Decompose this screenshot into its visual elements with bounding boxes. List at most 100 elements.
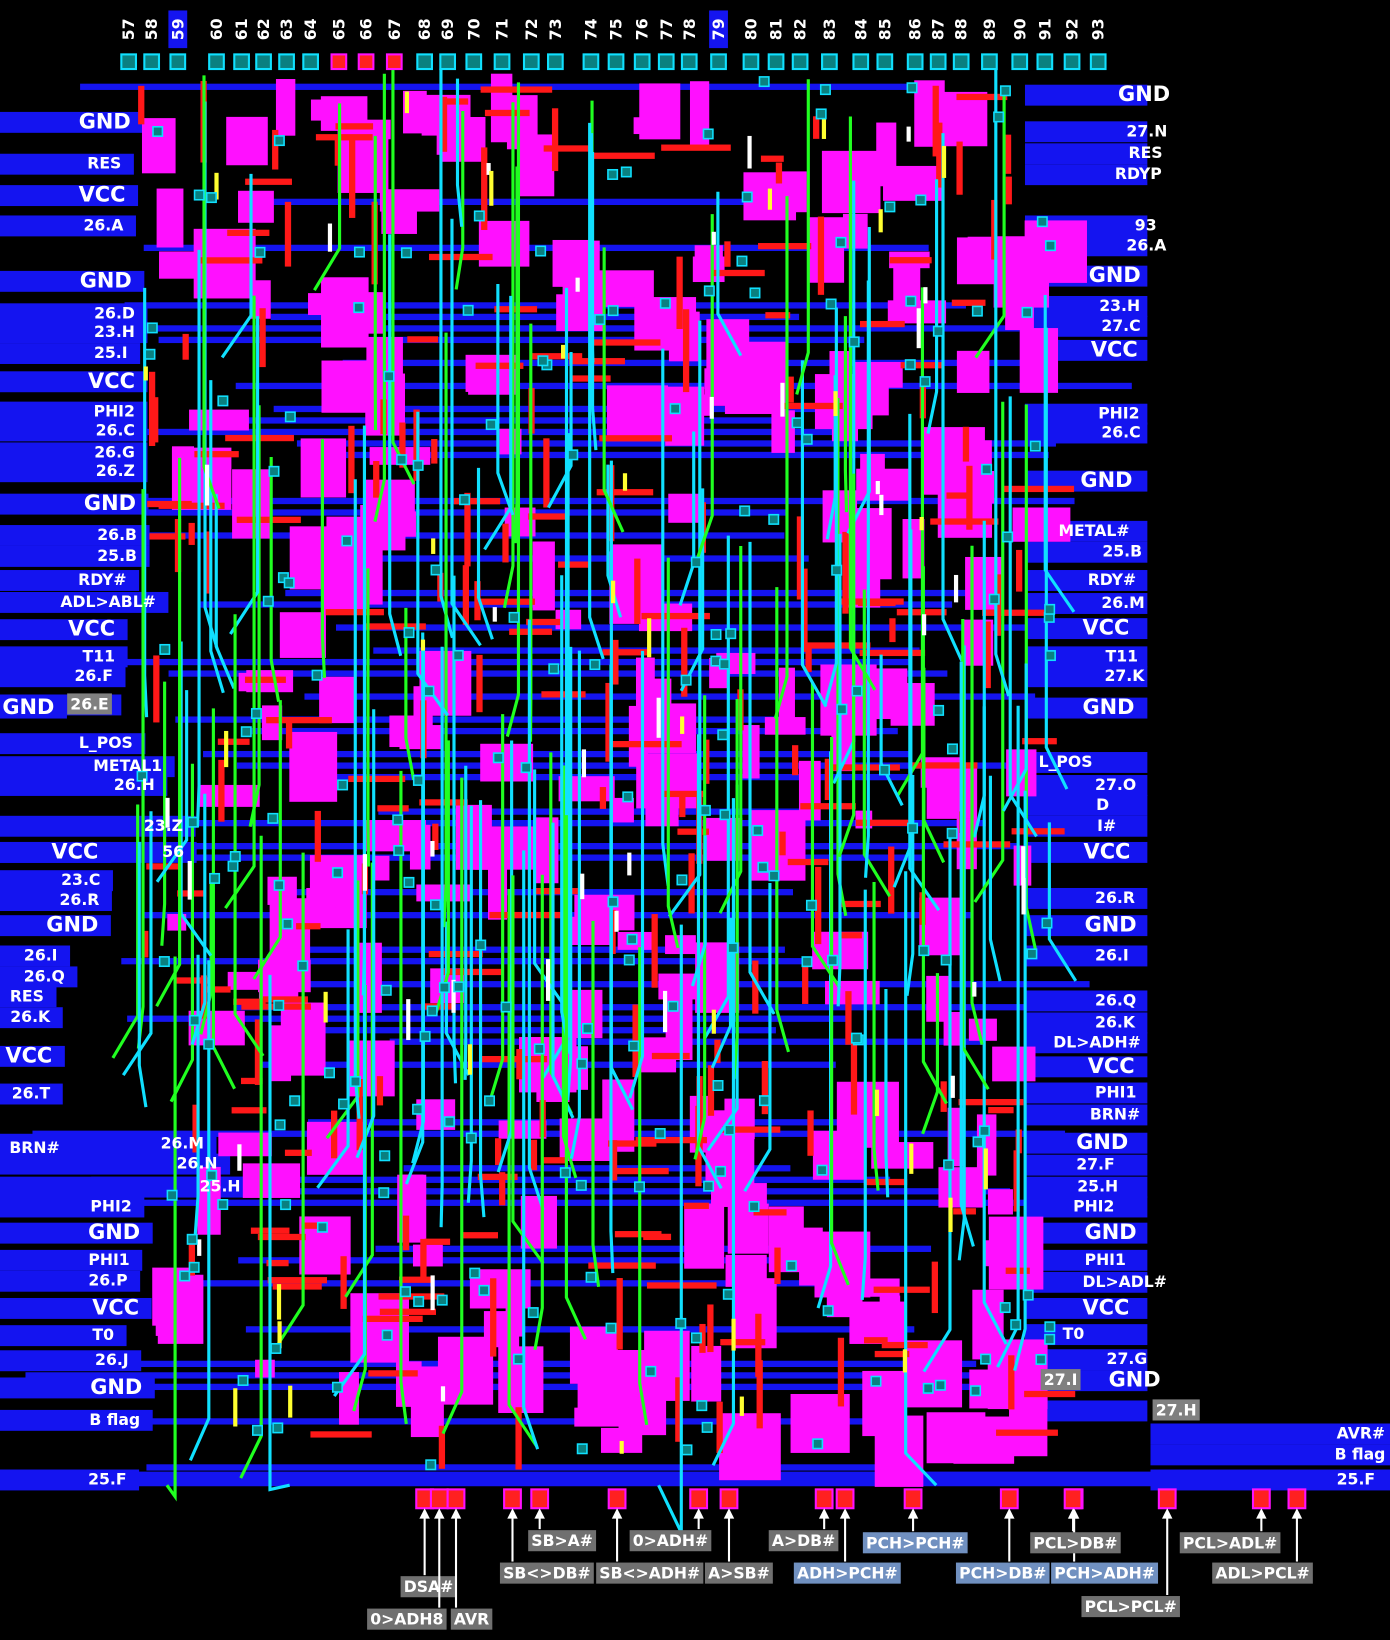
wire xyxy=(982,706,1008,1345)
contact xyxy=(970,1385,982,1397)
wire xyxy=(773,196,789,720)
right-label: GND xyxy=(1085,913,1137,937)
metal-track xyxy=(197,601,953,608)
wire xyxy=(466,805,473,1203)
right-band xyxy=(1024,541,1148,563)
left-band xyxy=(0,545,150,567)
contact xyxy=(1035,1353,1047,1365)
contact xyxy=(791,417,803,429)
left-label: 26.E xyxy=(70,694,108,713)
right-label: T11 xyxy=(1106,646,1138,665)
contact xyxy=(626,933,638,945)
contact xyxy=(607,168,619,180)
poly xyxy=(842,531,849,614)
poly xyxy=(1008,1355,1015,1410)
pin-pad xyxy=(710,53,727,71)
poly xyxy=(499,1172,506,1206)
left-label: 26.G xyxy=(94,442,135,461)
diffusion xyxy=(1009,1390,1048,1457)
poly xyxy=(982,609,1052,616)
contact xyxy=(739,505,751,517)
right-band xyxy=(1024,945,1148,967)
contact xyxy=(252,1424,263,1436)
contact xyxy=(484,1095,496,1107)
bottom-label: SB>A# xyxy=(531,1531,593,1550)
poly xyxy=(526,618,562,626)
poly xyxy=(377,805,409,812)
pin-pad xyxy=(929,53,947,71)
contact xyxy=(297,960,309,972)
arrow-head xyxy=(1161,1508,1173,1519)
wire xyxy=(439,646,444,1228)
left-label: 56 xyxy=(162,842,184,861)
poly xyxy=(245,178,292,185)
left-label: 23.Z xyxy=(144,816,183,835)
right-label: 27.K xyxy=(1104,666,1145,685)
poly xyxy=(796,516,804,600)
diffusion xyxy=(807,217,845,283)
left-label: PHI2 xyxy=(90,1196,131,1215)
highlight xyxy=(972,982,977,997)
pin-label: 91 xyxy=(1035,18,1054,40)
pin-label: 57 xyxy=(119,18,138,40)
poly xyxy=(373,461,380,498)
contact xyxy=(393,845,405,857)
left-label: 26.T xyxy=(12,1084,51,1103)
wire xyxy=(974,88,1006,359)
metal-track xyxy=(175,716,792,723)
wire xyxy=(478,800,486,1218)
bottom-label-box xyxy=(1030,1532,1121,1554)
wire xyxy=(121,811,153,1076)
bottom-pad xyxy=(1287,1488,1307,1510)
contact xyxy=(702,128,714,140)
poly xyxy=(984,621,991,689)
contact xyxy=(270,1342,282,1354)
left-band xyxy=(0,966,78,988)
contact xyxy=(940,954,952,966)
wire xyxy=(1001,663,1028,812)
left-label: BRN# xyxy=(9,1138,59,1157)
contact xyxy=(827,954,839,966)
poly xyxy=(335,123,374,130)
contact xyxy=(690,556,702,568)
left-label: 26.A xyxy=(84,215,125,234)
wire xyxy=(922,667,946,864)
diffusion xyxy=(938,91,988,147)
contact xyxy=(403,627,415,639)
arrow-head xyxy=(611,1508,623,1519)
wire xyxy=(275,852,305,1348)
right-label: VCC xyxy=(1084,839,1131,863)
left-label: 26.Z xyxy=(96,461,135,480)
contact xyxy=(400,247,412,259)
highlight xyxy=(580,873,585,900)
poly xyxy=(431,439,438,464)
wire xyxy=(666,557,680,949)
poly xyxy=(259,308,266,368)
bottom-label: PCH>DB# xyxy=(959,1564,1046,1583)
contact xyxy=(1002,531,1014,543)
highlight xyxy=(627,852,632,876)
contact xyxy=(535,245,547,257)
wire xyxy=(711,798,736,1467)
wire xyxy=(970,545,984,1046)
wire xyxy=(959,661,975,1247)
contact xyxy=(527,1307,539,1319)
poly xyxy=(272,1283,322,1290)
contact xyxy=(719,809,731,821)
wire xyxy=(143,287,149,718)
poly xyxy=(1004,134,1012,174)
wire xyxy=(546,351,573,509)
highlight xyxy=(731,1318,736,1351)
wire xyxy=(972,520,986,838)
poly xyxy=(599,787,607,809)
contact xyxy=(805,899,817,911)
wire xyxy=(505,82,521,737)
highlight xyxy=(983,1148,988,1190)
contact xyxy=(412,1103,424,1115)
left-label-box xyxy=(67,693,112,715)
highlight xyxy=(1021,877,1026,915)
poly xyxy=(864,1337,888,1344)
wire xyxy=(268,974,290,1492)
poly xyxy=(227,229,270,236)
right-band xyxy=(1024,1222,1148,1244)
